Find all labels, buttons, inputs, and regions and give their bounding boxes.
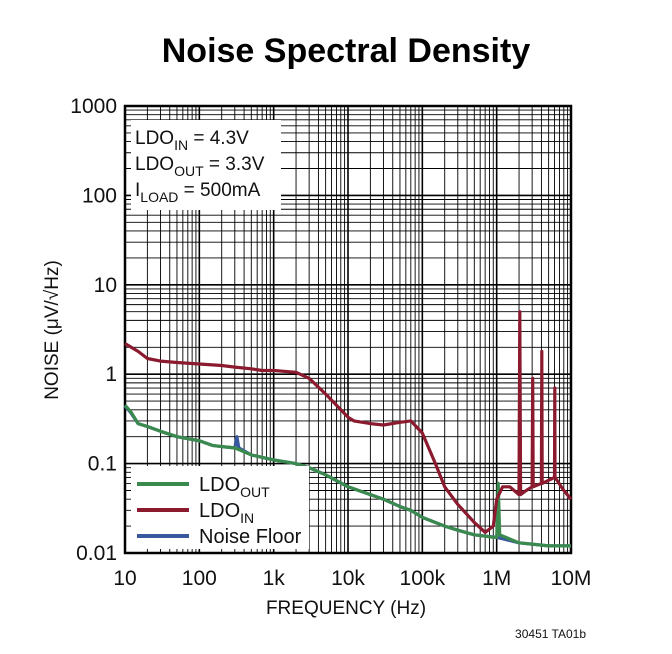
x-tick-label: 100k — [400, 567, 446, 590]
condition-line: ILOAD = 500mA — [135, 180, 261, 205]
y-tick-label: 10 — [94, 274, 117, 297]
x-tick-label: 10 — [113, 567, 136, 590]
y-tick-label: 0.1 — [88, 453, 117, 476]
condition-line: LDOIN = 4.3V — [135, 128, 249, 153]
chart-title: Noise Spectral Density — [162, 32, 531, 70]
legend-entry: LDOIN — [199, 500, 254, 526]
legend-entry: Noise Floor — [199, 526, 302, 548]
figure-id: 30451 TA01b — [515, 627, 586, 641]
y-tick-label: 1000 — [70, 95, 117, 118]
series-line-0 — [123, 404, 571, 548]
series-line-1 — [124, 310, 573, 534]
legend-entry: LDOOUT — [199, 474, 270, 500]
condition-line: LDOOUT = 3.3V — [135, 154, 265, 179]
y-axis-label: NOISE (μV/√Hz) — [42, 260, 63, 400]
tick-labels: 10 100 1k 10k 100k 1M 10M 1000 100 10 1 0.1 0.01 — [70, 95, 591, 590]
conditions-background — [131, 120, 281, 210]
x-tick-label: 10k — [331, 567, 365, 590]
plot-frame — [123, 104, 573, 555]
y-tick-label: 1 — [105, 363, 117, 386]
x-tick-label: 1M — [482, 567, 511, 590]
y-tick-label: 100 — [82, 184, 117, 207]
x-axis-label: FREQUENCY (Hz) — [266, 598, 426, 619]
x-tick-label: 1k — [263, 567, 286, 590]
x-tick-label: 10M — [551, 567, 592, 590]
data-series — [123, 310, 573, 548]
x-tick-label: 100 — [182, 567, 217, 590]
y-tick-label: 0.01 — [76, 542, 117, 565]
